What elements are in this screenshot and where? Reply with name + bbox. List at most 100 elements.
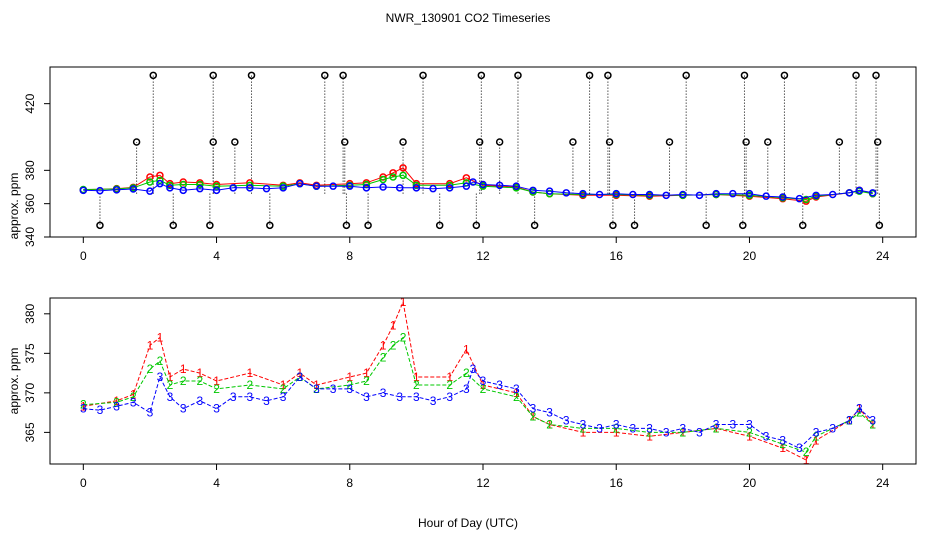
series-1-point: 1 (157, 331, 164, 345)
spike-marker (266, 221, 274, 230)
bottom-y-axis-label: approx. ppm (7, 348, 21, 415)
series-2-point: 2 (446, 378, 453, 392)
series-3-point: 3 (230, 390, 237, 404)
spike-marker (682, 71, 690, 80)
series-2-point (399, 171, 407, 180)
x-tick-label: 24 (876, 249, 890, 263)
series-3-point: 3 (746, 417, 753, 431)
series-1-point (156, 171, 164, 180)
series-3-point (828, 190, 837, 199)
spike-marker (852, 71, 860, 80)
series-2-point: 2 (413, 378, 420, 392)
series-1-point: 1 (480, 378, 487, 392)
series-1-point: 1 (580, 425, 587, 439)
series-1-point: 1 (80, 399, 87, 413)
series-2-point (445, 181, 454, 190)
spike-marker (799, 221, 807, 230)
series-3-point: 3 (80, 402, 87, 416)
spike-marker (475, 138, 484, 146)
series-3-point (296, 179, 304, 188)
series-3-point: 3 (470, 362, 477, 376)
spike-marker (247, 71, 256, 80)
series-3-point (96, 186, 104, 195)
series-3-point (529, 186, 537, 195)
series-2-point: 2 (463, 366, 470, 380)
series-3-point: 3 (779, 433, 786, 447)
x-tick-label: 24 (876, 476, 890, 490)
x-tick-label: 4 (213, 249, 220, 263)
spike-marker (342, 221, 351, 230)
series-3-point (212, 186, 221, 195)
x-tick-label: 16 (610, 249, 624, 263)
series-1-point (399, 164, 407, 172)
series-1-point: 1 (746, 429, 753, 443)
spike-marker (206, 221, 214, 230)
series-2-point: 2 (167, 378, 174, 392)
series-3-point (395, 184, 404, 192)
spike-marker (873, 138, 882, 146)
series-3-point: 3 (729, 417, 736, 431)
series-2-point: 2 (180, 374, 187, 388)
spike-marker (399, 138, 407, 146)
top-y-axis: 340 360 380 420 (23, 93, 51, 247)
series-2-point: 2 (580, 421, 587, 435)
series-3-point: 3 (580, 417, 587, 431)
series-2-point: 2 (813, 429, 820, 443)
series-3-point (79, 186, 88, 195)
series-3-point: 3 (613, 417, 620, 431)
series-2-point (166, 181, 174, 190)
series-1-point: 1 (167, 370, 174, 384)
series-2-point: 2 (680, 425, 687, 439)
series-2-point: 2 (713, 421, 720, 435)
series-3-point: 3 (663, 425, 670, 439)
spike-marker (609, 221, 617, 230)
x-tick-label: 16 (610, 476, 624, 490)
spike-marker (702, 221, 710, 230)
spike-marker (630, 221, 639, 230)
top-plot-frame (49, 66, 917, 238)
series-2-line (83, 336, 874, 453)
bottom-x-axis: 0 4 8 12 16 20 24 (80, 463, 890, 490)
series-3-point: 3 (296, 370, 303, 384)
series-3-point (429, 184, 437, 193)
y-tick-label: 365 (23, 422, 37, 442)
series-3-point (612, 189, 620, 198)
x-tick-label: 8 (346, 476, 353, 490)
series-3-point (156, 179, 164, 188)
top-panel: 0 4 8 12 16 20 24 340 360 380 420 approx. ppm (7, 66, 917, 263)
spike-marker (835, 138, 844, 146)
spike-marker (605, 138, 614, 146)
series-3-point (329, 182, 337, 190)
series-3-point: 3 (263, 394, 270, 408)
series-3-point (112, 186, 121, 194)
series-3-point: 3 (463, 382, 470, 396)
spike-marker (477, 71, 486, 80)
series-1-point: 1 (130, 387, 137, 401)
series-3-point: 3 (430, 394, 437, 408)
series-2-point (246, 181, 254, 190)
series-1-point: 1 (113, 394, 120, 408)
series-2-point (146, 178, 154, 186)
spike-marker (875, 221, 884, 230)
chart-title: NWR_130901 CO2 Timeseries (386, 11, 551, 25)
series-1-point: 1 (400, 295, 407, 309)
series-2-point (379, 175, 387, 184)
series-3-point (262, 184, 271, 193)
x-tick-label: 0 (80, 249, 87, 263)
series-3-point (729, 189, 737, 198)
series-1-point (389, 169, 397, 177)
series-2-point (212, 182, 221, 190)
series-3-point: 3 (513, 382, 520, 396)
series-1-point: 1 (813, 433, 820, 447)
series-3-point (712, 189, 720, 198)
series-3-point (196, 184, 204, 193)
series-1-point: 1 (213, 374, 220, 388)
series-1-point: 1 (180, 362, 187, 376)
series-3-point (229, 184, 237, 192)
series-3-point: 3 (646, 421, 653, 435)
series-2-point: 2 (856, 406, 863, 420)
x-tick-label: 20 (743, 249, 757, 263)
series-3-point: 3 (157, 370, 164, 384)
series-3-point (279, 184, 287, 192)
